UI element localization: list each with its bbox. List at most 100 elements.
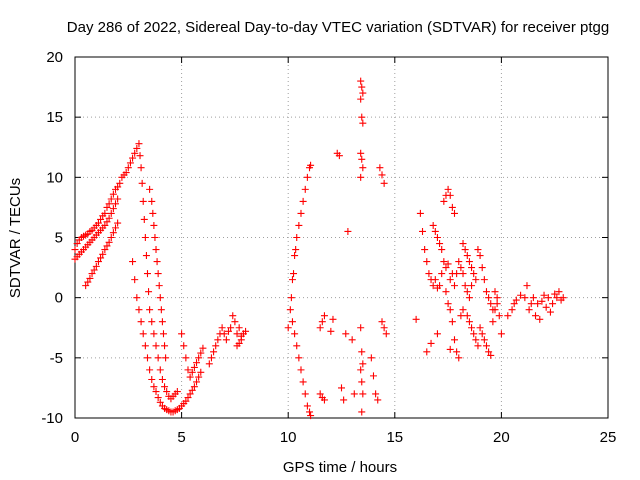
data-point [156, 294, 164, 302]
data-point [146, 185, 154, 193]
data-point [109, 229, 117, 237]
data-point [301, 390, 309, 398]
data-point [101, 221, 109, 229]
data-point [163, 388, 171, 396]
data-point [182, 354, 190, 362]
data-point [188, 386, 196, 394]
data-point [359, 360, 367, 368]
data-point [429, 282, 437, 290]
data-point [105, 200, 113, 208]
data-point [84, 278, 92, 286]
data-point [161, 383, 169, 391]
data-point [497, 330, 505, 338]
data-point [358, 113, 366, 121]
data-point [153, 258, 161, 266]
data-point [143, 270, 151, 278]
series-arc-4 [118, 140, 181, 403]
data-point [101, 209, 109, 217]
data-point [73, 240, 81, 248]
data-point [186, 390, 194, 398]
y-tick-label: 15 [46, 109, 63, 126]
data-point [359, 390, 367, 398]
data-point [141, 234, 149, 241]
data-point [463, 288, 471, 296]
data-point [152, 246, 160, 254]
data-point [292, 246, 300, 254]
axis-ticks: 0 5 10 15 20 25 -10 -5 0 5 10 15 20 [41, 49, 616, 446]
data-marks [71, 77, 567, 420]
data-point [190, 363, 198, 371]
data-point [242, 327, 250, 335]
data-point [152, 388, 160, 396]
data-point [359, 119, 367, 127]
data-point [316, 324, 324, 332]
data-point [436, 240, 444, 248]
data-point [295, 221, 303, 229]
data-point [419, 227, 427, 235]
data-point [495, 312, 503, 320]
x-tick-label: 20 [493, 429, 510, 446]
series-arc-15 [416, 209, 476, 302]
data-point [92, 262, 100, 270]
data-point [482, 288, 490, 296]
data-point [143, 354, 151, 362]
data-point [131, 149, 139, 157]
data-point [344, 227, 352, 235]
series-arc-6 [146, 185, 170, 362]
data-point [222, 336, 230, 344]
data-point [453, 270, 461, 278]
data-point [145, 288, 153, 296]
data-point [288, 318, 296, 326]
data-point [307, 412, 315, 420]
data-point [107, 234, 115, 241]
data-point [129, 154, 137, 162]
chart-title: Day 286 of 2022, Sidereal Day-to-day VTE… [67, 19, 609, 36]
data-point [446, 276, 454, 284]
data-point [480, 336, 488, 344]
data-point [182, 397, 190, 405]
data-point [186, 373, 194, 381]
series-arc-8 [205, 312, 245, 368]
data-point [220, 330, 228, 338]
series-arc-3 [82, 219, 122, 290]
data-point [489, 318, 497, 326]
data-point [358, 408, 366, 416]
data-point [421, 246, 429, 254]
data-point [227, 324, 235, 332]
data-point [455, 258, 463, 266]
series-arc-9 [233, 327, 250, 350]
data-point [450, 209, 458, 217]
data-point [474, 246, 482, 254]
data-point [122, 169, 130, 177]
data-point [374, 396, 382, 404]
data-point [150, 383, 158, 391]
data-point [468, 264, 476, 272]
data-point [303, 402, 311, 410]
data-point [357, 324, 365, 332]
data-point [103, 218, 111, 226]
y-tick-label: 5 [55, 230, 63, 247]
data-point [459, 270, 467, 278]
data-point [142, 252, 150, 260]
data-point [284, 324, 292, 332]
data-point [431, 227, 439, 235]
data-point [90, 266, 98, 274]
data-point [538, 297, 546, 305]
data-point [212, 342, 220, 350]
data-point [148, 197, 156, 205]
data-point [450, 282, 458, 290]
data-point [450, 336, 458, 344]
data-point [487, 351, 495, 359]
data-point [86, 274, 94, 282]
series-arc-1 [71, 179, 124, 254]
data-point [459, 306, 467, 314]
data-point [218, 324, 226, 332]
data-point [291, 252, 299, 260]
data-point [195, 354, 203, 362]
series-arc-18 [459, 240, 501, 314]
data-point [448, 203, 456, 211]
data-point [109, 205, 117, 213]
data-point [293, 342, 301, 350]
data-point [235, 339, 243, 347]
data-point [470, 330, 478, 338]
